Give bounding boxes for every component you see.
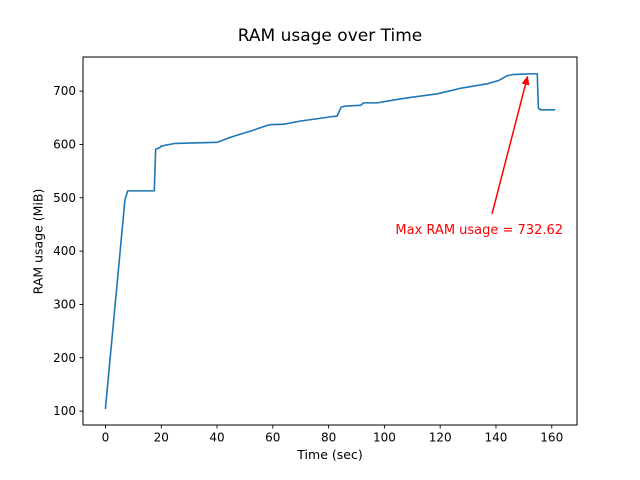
y-tick-label: 300 <box>53 297 76 311</box>
y-tick-label: 200 <box>53 351 76 365</box>
x-tick-label: 60 <box>265 431 280 445</box>
y-tick-label: 400 <box>53 244 76 258</box>
x-tick-label: 0 <box>102 431 110 445</box>
x-tick-label: 40 <box>209 431 224 445</box>
x-tick-label: 100 <box>373 431 396 445</box>
y-tick-label: 700 <box>53 84 76 98</box>
y-tick-label: 500 <box>53 191 76 205</box>
x-tick-label: 160 <box>540 431 563 445</box>
y-axis-label: RAM usage (MiB) <box>30 188 46 295</box>
x-tick-label: 20 <box>154 431 169 445</box>
y-tick-label: 600 <box>53 137 76 151</box>
chart-title: RAM usage over Time <box>237 26 423 46</box>
max-annotation-text: Max RAM usage = 732.62 <box>395 223 563 238</box>
axes-frame <box>82 56 578 426</box>
ram-usage-line <box>104 72 556 410</box>
max-annotation-arrow <box>491 75 530 214</box>
x-axis-label: Time (sec) <box>297 447 363 462</box>
x-tick-label: 80 <box>321 431 336 445</box>
x-tick-label: 140 <box>485 431 508 445</box>
x-tick-label: 120 <box>429 431 452 445</box>
y-tick-label: 100 <box>53 404 76 418</box>
